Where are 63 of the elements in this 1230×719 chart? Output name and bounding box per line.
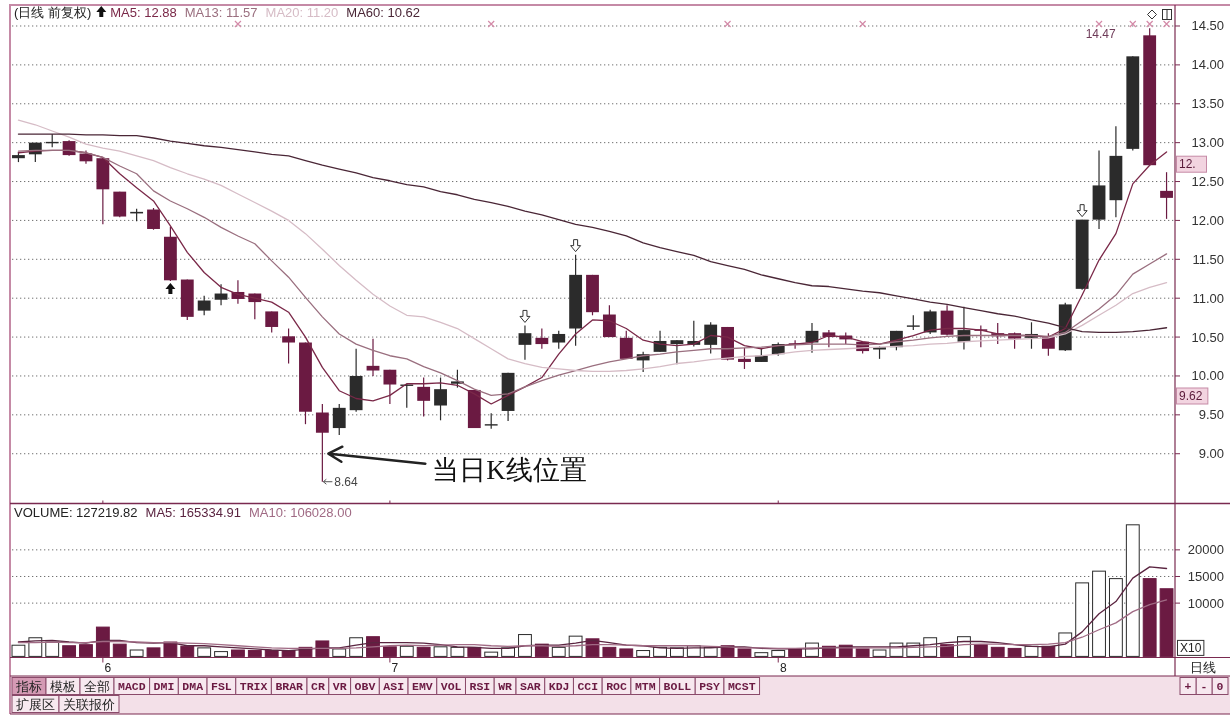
- text: VR: [332, 680, 347, 693]
- y-tick-label: 15000: [1187, 568, 1224, 584]
- text: CCI: [577, 680, 599, 693]
- chart-title: (日线 前复权): [14, 5, 92, 20]
- text: BOLL: [663, 680, 692, 693]
- text: WR: [498, 680, 513, 693]
- y-tick-label: 13.00: [1191, 135, 1224, 151]
- text: VOLUME: 127219.82: [14, 505, 138, 520]
- text: MTM: [634, 680, 656, 693]
- y-axis-title: X10: [1180, 641, 1202, 656]
- y-tick-label: 12.00: [1191, 212, 1224, 228]
- text: 0: [1216, 680, 1224, 693]
- annotation: 当日K线位置: [432, 454, 587, 485]
- x-tick-label: 6: [104, 660, 112, 675]
- text: KDJ: [548, 680, 570, 693]
- text: CR: [310, 680, 325, 693]
- y-tick-label: 12.50: [1191, 174, 1224, 190]
- y-tick-label: 14.00: [1191, 57, 1224, 73]
- text: DMA: [182, 680, 204, 693]
- y-tick-label: 9.00: [1198, 446, 1224, 462]
- text: ASI: [383, 680, 405, 693]
- x-tick-label: 7: [391, 660, 399, 675]
- text: BRAR: [275, 680, 304, 693]
- text: 9.62: [1179, 389, 1203, 403]
- y-tick-label: 11.50: [1192, 251, 1224, 267]
- annotation: 8.64: [334, 474, 359, 489]
- annotation: 14.47: [1085, 27, 1116, 42]
- text: RSI: [469, 680, 491, 693]
- text: 关联报价: [63, 697, 115, 712]
- text: MA60: 10.62: [346, 5, 421, 20]
- text: SAR: [520, 680, 541, 693]
- text: DMI: [153, 680, 175, 693]
- text: MA5: 12.88: [110, 5, 177, 20]
- y-tick-label: 10.00: [1191, 368, 1224, 384]
- text: MA10: 106028.00: [248, 505, 352, 520]
- text: MCST: [727, 680, 756, 693]
- text: MACD: [118, 680, 146, 693]
- y-tick-label: 10000: [1187, 595, 1224, 611]
- text: VOL: [440, 680, 462, 693]
- text: EMV: [412, 680, 433, 693]
- text: OBV: [354, 680, 376, 693]
- y-tick-label: 11.00: [1192, 290, 1224, 306]
- text: 指标: [15, 679, 42, 694]
- y-tick-label: 14.50: [1191, 18, 1224, 34]
- x-axis-title: 日线: [1189, 660, 1216, 676]
- y-tick-label: 10.50: [1191, 329, 1224, 345]
- text: TRIX: [239, 680, 268, 693]
- text: ROC: [606, 680, 627, 693]
- text: MA5: 165334.91: [145, 505, 241, 520]
- text: 12.: [1179, 157, 1196, 172]
- y-tick-label: 13.50: [1191, 96, 1224, 112]
- text: MA20: 11.20: [265, 5, 339, 20]
- text: PSY: [699, 680, 721, 693]
- text: FSL: [211, 680, 232, 693]
- text: 扩展区: [16, 697, 55, 712]
- text: MA13: 11.57: [184, 5, 258, 20]
- y-tick-label: 9.50: [1198, 407, 1224, 423]
- y-tick-label: 20000: [1187, 542, 1224, 558]
- text: +: [1184, 680, 1192, 693]
- x-tick-label: 8: [779, 660, 787, 675]
- text: -: [1200, 680, 1208, 693]
- text: 全部: [84, 679, 110, 694]
- text: 模板: [50, 679, 76, 694]
